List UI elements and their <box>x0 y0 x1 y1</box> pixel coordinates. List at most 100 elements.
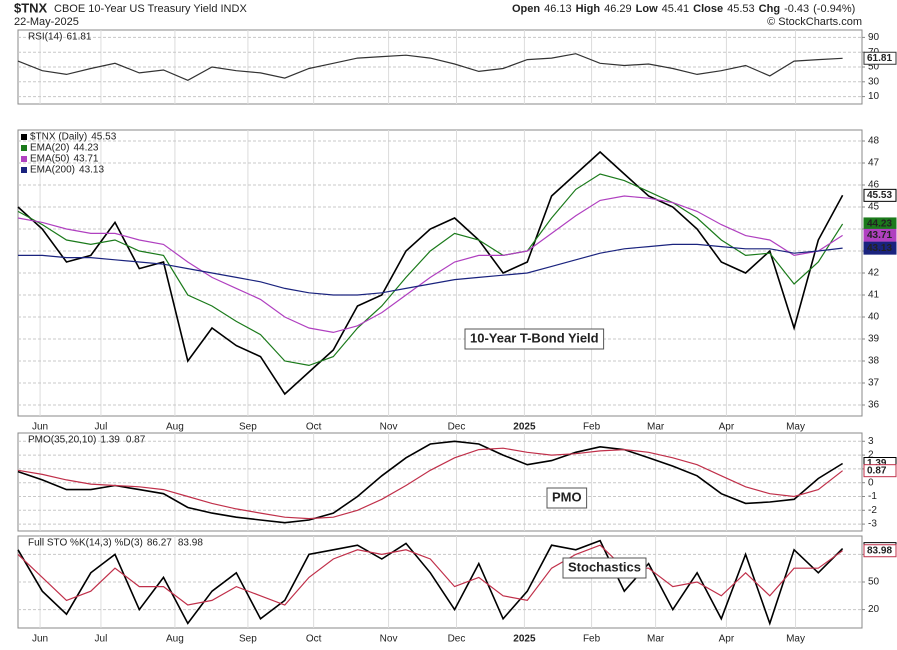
y-tick-label: 20 <box>868 604 880 615</box>
y-tick-label: 46 <box>868 180 880 191</box>
x-tick-label: Jun <box>32 634 48 645</box>
y-tick-label: -2 <box>868 505 877 516</box>
date: 22-May-2025 <box>14 16 79 28</box>
quote-value: 46.13 <box>544 3 572 15</box>
last-value-label: 45.53 <box>867 190 892 201</box>
series-line <box>17 53 843 81</box>
series-line <box>17 150 844 396</box>
quote-value: 46.29 <box>604 3 632 15</box>
legend-value: 43.13 <box>79 165 104 176</box>
quote-value: -0.43 <box>784 3 809 15</box>
quote-value: 45.41 <box>662 3 690 15</box>
x-tick-label: Nov <box>380 634 398 645</box>
y-tick-label: 2 <box>868 450 874 461</box>
series-line <box>17 544 843 606</box>
x-tick-label: Sep <box>239 422 257 433</box>
legend-value: 44.23 <box>73 143 98 154</box>
x-tick-label: Dec <box>448 422 466 433</box>
legend-label: $TNX (Daily) <box>30 132 87 143</box>
quote-label: Open <box>512 3 540 15</box>
x-tick-label: 2025 <box>513 422 536 433</box>
x-tick-label: Mar <box>647 422 665 433</box>
x-tick-label: Aug <box>166 634 184 645</box>
y-tick-label: 30 <box>868 76 880 87</box>
annotation-box <box>546 487 588 509</box>
last-value-badge <box>863 228 897 242</box>
symbol: $TNX <box>14 0 48 15</box>
legend-label: EMA(50) <box>30 154 69 165</box>
y-tick-label: -3 <box>868 519 877 530</box>
last-value-label: 0.87 <box>867 465 887 476</box>
x-tick-label: May <box>786 422 805 433</box>
x-tick-label: Feb <box>583 634 601 645</box>
annotation-box <box>464 328 605 350</box>
y-tick-label: 50 <box>868 577 880 588</box>
y-tick-label: 38 <box>868 356 880 367</box>
last-value-label: 83.98 <box>867 545 892 556</box>
annotation-box <box>562 557 647 579</box>
x-tick-label: Jul <box>95 422 108 433</box>
legend-value: 1.39 <box>100 435 120 446</box>
y-tick-label: 41 <box>868 290 880 301</box>
y-tick-label: 40 <box>868 312 880 323</box>
y-tick-label: 3 <box>868 436 874 447</box>
last-value-badge <box>863 464 897 478</box>
quote-value: 45.53 <box>727 3 755 15</box>
legend-value: 61.81 <box>66 32 91 43</box>
legend-value: 45.53 <box>91 132 116 143</box>
quote-label: Close <box>693 3 723 15</box>
last-value-label: 44.23 <box>867 219 892 230</box>
y-tick-label: 50 <box>868 62 880 73</box>
legend-label: EMA(20) <box>30 143 69 154</box>
x-tick-label: May <box>786 634 805 645</box>
panel-title: RSI(14) <box>28 32 62 43</box>
x-tick-label: Apr <box>719 422 735 433</box>
x-tick-label: Oct <box>306 634 322 645</box>
y-tick-label: 45 <box>868 202 880 213</box>
x-tick-label: Aug <box>166 422 184 433</box>
quote-label: High <box>576 3 601 15</box>
x-tick-label: Feb <box>583 422 601 433</box>
x-tick-label: 2025 <box>513 634 536 645</box>
legend-swatch <box>21 134 27 140</box>
legend-swatch <box>21 167 27 173</box>
x-tick-label: Dec <box>448 634 466 645</box>
series-line <box>17 173 844 367</box>
legend-label: EMA(200) <box>30 165 75 176</box>
panel-title: PMO(35,20,10) <box>28 435 96 446</box>
description: CBOE 10-Year US Treasury Yield INDX <box>54 3 247 15</box>
y-tick-label: 37 <box>868 378 880 389</box>
last-value-badge <box>863 544 897 558</box>
last-value-label: 43.71 <box>867 230 892 241</box>
panel <box>17 432 863 532</box>
series-line <box>17 440 844 524</box>
x-tick-label: Jul <box>95 634 108 645</box>
legend-value: 86.27 <box>147 538 172 549</box>
legend-swatch <box>21 145 27 151</box>
last-value-badge <box>863 241 897 255</box>
legend-value: 43.71 <box>73 154 98 165</box>
panel-title: Full STO %K(14,3) %D(3) <box>28 538 143 549</box>
legend-swatch <box>21 156 27 162</box>
y-tick-label: 48 <box>868 136 880 147</box>
x-tick-label: Oct <box>306 422 322 433</box>
quote-label: Low <box>636 3 658 15</box>
annotation: 10-Year T-Bond Yield <box>470 330 599 345</box>
series-line <box>18 243 843 296</box>
y-tick-label: 39 <box>868 334 880 345</box>
copyright: © StockCharts.com <box>767 16 862 28</box>
x-tick-label: Mar <box>647 634 665 645</box>
series-line <box>17 447 843 520</box>
legend-value: 0.87 <box>126 435 146 446</box>
last-value-label: 1.39 <box>867 458 887 469</box>
y-tick-label: 0 <box>868 477 874 488</box>
quote-label: Chg <box>759 3 780 15</box>
last-value-label: 43.13 <box>867 243 892 254</box>
y-tick-label: 36 <box>868 400 880 411</box>
y-tick-label: 47 <box>868 158 880 169</box>
x-tick-label: Jun <box>32 422 48 433</box>
y-tick-label: 90 <box>868 32 880 43</box>
series-line <box>17 195 843 334</box>
last-value-badge <box>863 51 897 65</box>
